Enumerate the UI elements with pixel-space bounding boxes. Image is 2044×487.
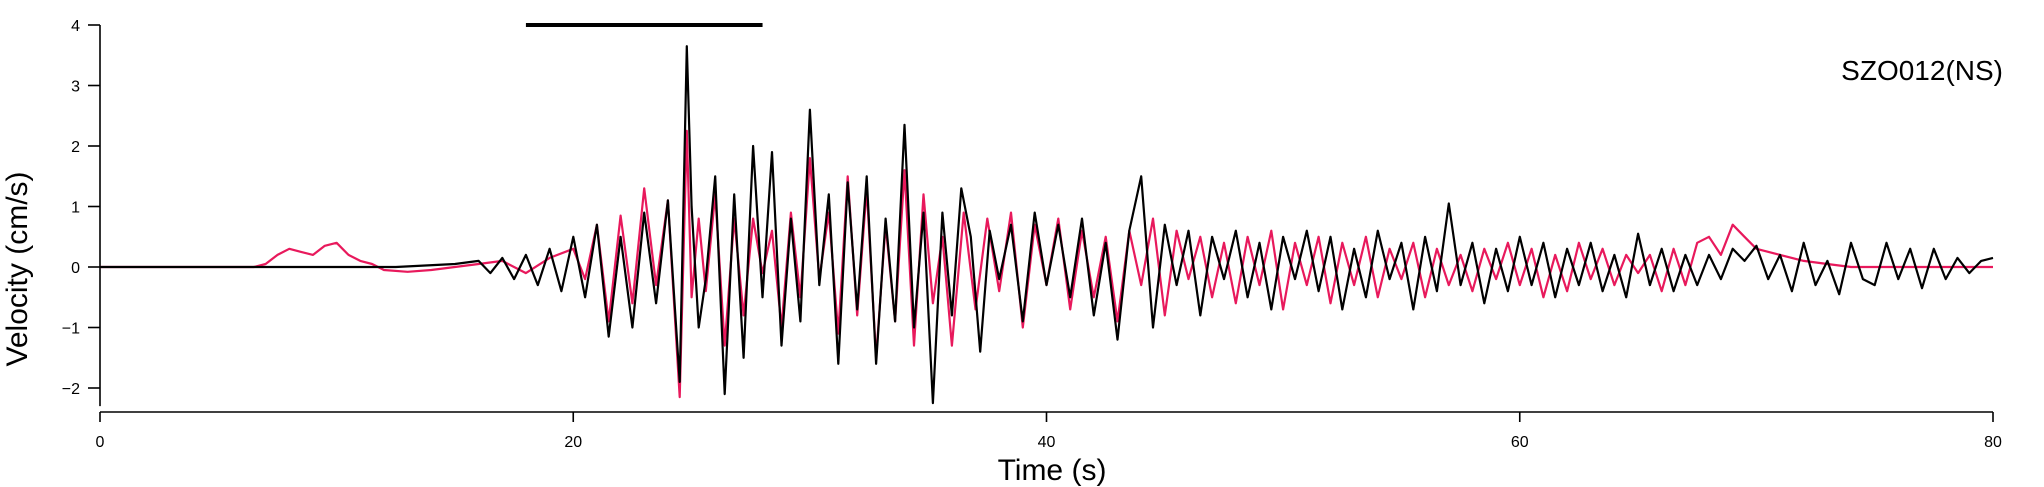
y-tick-label: 0 [71, 260, 80, 277]
x-tick-label: 0 [96, 434, 105, 451]
x-tick-label: 60 [1511, 434, 1529, 451]
y-tick-label: −2 [62, 381, 80, 398]
y-tick-label: 3 [71, 79, 80, 96]
x-tick-label: 20 [564, 434, 582, 451]
y-axis-title: Velocity (cm/s) [1, 171, 34, 366]
x-tick-label: 80 [1984, 434, 2002, 451]
series-line-black [100, 45, 1994, 405]
y-tick-label: 2 [71, 139, 80, 156]
y-tick-label: −1 [62, 321, 80, 338]
x-axis-title: Time (s) [998, 454, 1107, 487]
series-line-pink [100, 129, 1993, 399]
station-label: SZO012(NS) [1841, 55, 2003, 86]
x-tick-label: 40 [1038, 434, 1056, 451]
y-tick-label: 4 [71, 18, 80, 35]
y-tick-label: 1 [71, 200, 80, 217]
